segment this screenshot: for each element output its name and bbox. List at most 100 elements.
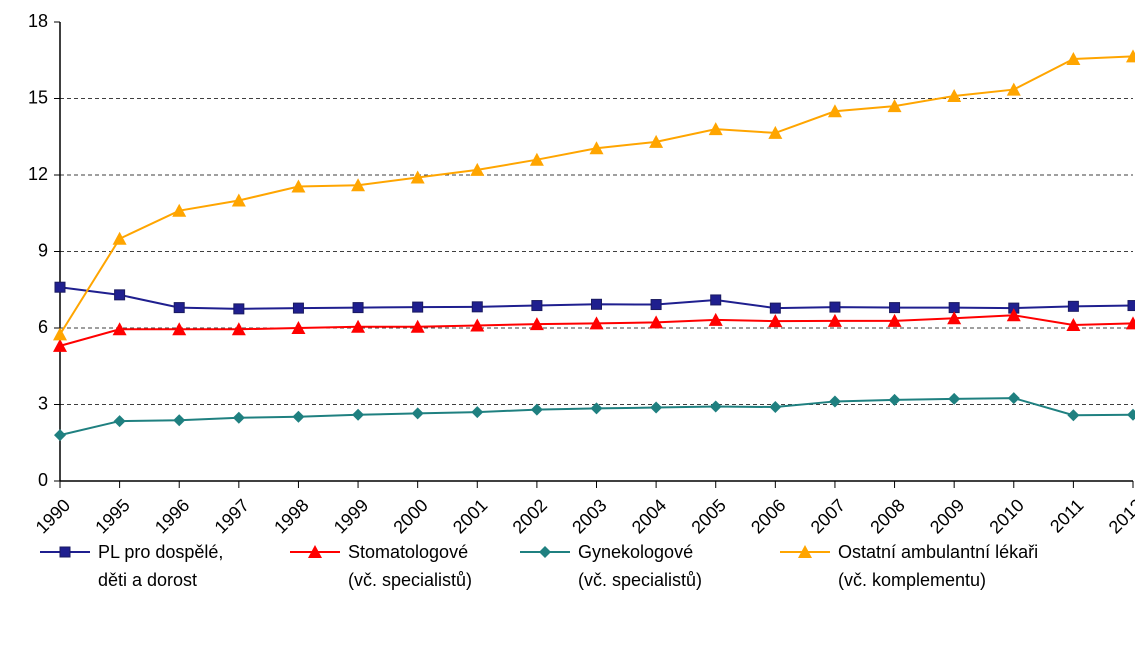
series (54, 281, 1135, 315)
marker (352, 302, 364, 314)
marker (539, 546, 551, 558)
marker (769, 302, 781, 314)
marker (1126, 49, 1135, 63)
y-tick-label: 6 (38, 317, 48, 337)
marker (173, 302, 185, 314)
marker (1067, 300, 1079, 312)
marker (590, 402, 603, 415)
marker (589, 316, 604, 330)
marker (53, 338, 67, 352)
series (53, 308, 1135, 352)
marker (827, 104, 842, 118)
marker (827, 313, 842, 327)
marker (54, 281, 66, 293)
y-tick-label: 9 (38, 240, 48, 260)
marker (1067, 409, 1080, 422)
marker (768, 125, 783, 139)
marker (1007, 392, 1020, 405)
x-tick-label: 1999 (330, 495, 372, 537)
marker (948, 392, 961, 405)
marker (649, 134, 664, 148)
marker (470, 162, 485, 176)
marker (531, 300, 543, 312)
x-tick-label: 2004 (628, 495, 670, 537)
marker (291, 179, 306, 193)
y-tick-label: 12 (28, 164, 48, 184)
marker (589, 141, 604, 155)
marker (947, 311, 962, 325)
x-tick-label: 2006 (747, 495, 789, 537)
marker (292, 410, 305, 423)
marker (231, 193, 246, 207)
marker (828, 395, 841, 408)
marker (1066, 51, 1081, 65)
marker (232, 411, 245, 424)
marker (231, 322, 246, 336)
marker (291, 321, 306, 334)
marker (887, 99, 902, 113)
y-tick-label: 3 (38, 393, 48, 413)
marker (529, 152, 544, 166)
x-tick-label: 2001 (449, 495, 491, 537)
marker (708, 312, 723, 326)
marker (948, 302, 960, 314)
legend-label: PL pro dospělé, děti a dorost (98, 542, 224, 590)
x-tick-label: 2009 (926, 495, 968, 537)
marker (173, 414, 186, 427)
marker (887, 313, 902, 327)
marker (709, 400, 722, 413)
marker (768, 314, 783, 328)
marker (233, 303, 245, 315)
marker (59, 546, 71, 558)
marker (112, 322, 127, 336)
marker (113, 415, 126, 428)
y-tick-label: 15 (28, 87, 48, 107)
marker (829, 301, 841, 313)
marker (112, 231, 127, 245)
y-tick-label: 0 (38, 470, 48, 490)
x-tick-label: 1997 (211, 495, 253, 537)
x-tick-label: 1998 (270, 495, 312, 537)
marker (708, 122, 723, 136)
marker (470, 318, 485, 332)
marker (308, 545, 322, 558)
marker (529, 317, 544, 331)
legend-label: Ostatní ambulantní lékaři (vč. komplemen… (838, 542, 1039, 590)
marker (412, 301, 424, 313)
marker (53, 327, 67, 341)
marker (351, 319, 366, 333)
x-tick-label: 2011 (1046, 495, 1088, 537)
marker (798, 545, 812, 558)
marker (410, 170, 425, 184)
x-tick-label: 2010 (986, 495, 1028, 537)
marker (351, 178, 366, 192)
legend-label: Stomatologové (vč. specialistů) (348, 542, 473, 590)
marker (649, 315, 664, 329)
marker (1126, 316, 1135, 330)
marker (889, 302, 901, 314)
marker (411, 407, 424, 420)
x-tick-label: 2012 (1105, 495, 1135, 537)
x-tick-label: 2003 (568, 495, 610, 537)
marker (591, 298, 602, 310)
marker (888, 393, 901, 406)
marker (1006, 308, 1021, 322)
y-tick-label: 18 (28, 11, 48, 31)
x-tick-label: 1990 (32, 495, 74, 537)
marker (292, 302, 304, 314)
marker (114, 289, 126, 301)
marker (650, 401, 663, 414)
marker (769, 401, 782, 414)
marker (1127, 300, 1135, 312)
marker (1066, 317, 1081, 331)
x-tick-label: 2007 (807, 495, 849, 537)
marker (54, 429, 66, 442)
marker (650, 299, 662, 311)
marker (471, 406, 484, 419)
x-tick-label: 2008 (866, 495, 908, 537)
marker (172, 322, 187, 336)
marker (172, 203, 187, 217)
x-tick-label: 1996 (151, 495, 193, 537)
marker (410, 319, 425, 333)
